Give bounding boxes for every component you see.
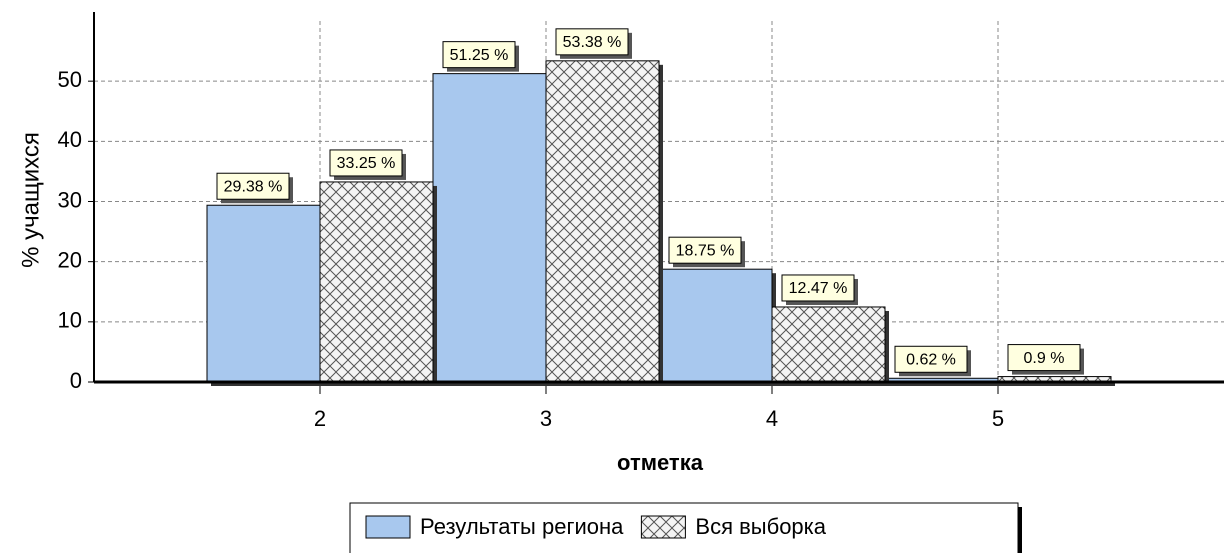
- bar: [319, 181, 434, 383]
- value-label: 51.25 %: [450, 47, 509, 64]
- value-label: 33.25 %: [337, 155, 396, 172]
- label-box: [894, 345, 968, 373]
- legend-label: Вся выборка: [695, 514, 826, 539]
- y-tick-label: 30: [58, 187, 82, 212]
- bar: [771, 306, 886, 383]
- label-box: [442, 41, 516, 69]
- bar-shadow: [889, 382, 1002, 386]
- bar: [545, 60, 660, 383]
- label-box: [1007, 344, 1081, 372]
- x-tick-label: 3: [540, 406, 552, 431]
- value-label: 0.9 %: [1024, 350, 1065, 367]
- legend-label: Результаты региона: [420, 514, 624, 539]
- y-axis-label: % учащихся: [17, 132, 44, 268]
- value-label: 53.38 %: [563, 34, 622, 51]
- legend-swatch: [640, 515, 686, 539]
- value-label: 0.62 %: [906, 351, 956, 368]
- x-tick-label: 2: [314, 406, 326, 431]
- label-box: [668, 236, 742, 264]
- y-tick-label: 50: [58, 67, 82, 92]
- y-tick-label: 10: [58, 308, 82, 333]
- label-box: [216, 172, 290, 200]
- x-tick-label: 5: [992, 406, 1004, 431]
- bar: [432, 73, 547, 383]
- x-tick-label: 4: [766, 406, 778, 431]
- bar: [206, 204, 321, 383]
- value-label: 29.38 %: [224, 178, 283, 195]
- y-tick-label: 20: [58, 247, 82, 272]
- y-tick-label: 40: [58, 127, 82, 152]
- bar: [658, 268, 773, 383]
- legend-shadow: [1018, 507, 1022, 553]
- legend-swatch: [365, 515, 411, 539]
- label-box: [781, 274, 855, 302]
- x-axis-label: отметка: [617, 450, 704, 475]
- value-label: 12.47 %: [789, 280, 848, 297]
- value-label: 18.75 %: [676, 242, 735, 259]
- label-box: [329, 149, 403, 177]
- label-box: [555, 28, 629, 56]
- y-tick-label: 0: [70, 368, 82, 393]
